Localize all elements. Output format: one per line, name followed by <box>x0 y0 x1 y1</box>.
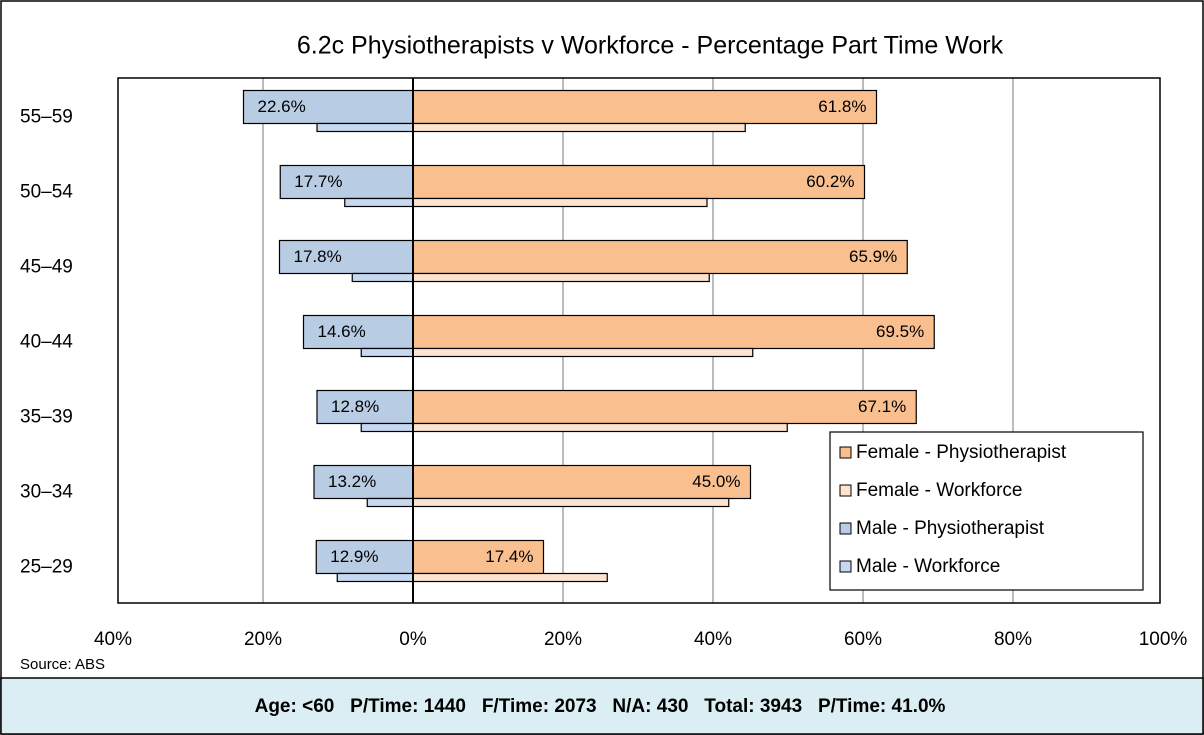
y-tick-label: 30–34 <box>20 482 73 503</box>
bar <box>316 122 414 133</box>
data-label: 17.4% <box>485 547 533 566</box>
x-tick-label: 100% <box>1139 629 1188 650</box>
data-label: 22.6% <box>258 97 306 116</box>
source: Source: ABS <box>20 656 105 673</box>
bar <box>412 572 608 583</box>
x-tick-label: 40% <box>94 629 132 650</box>
legend-label: Male - Workforce <box>856 556 1000 577</box>
footer-band <box>0 677 1204 735</box>
data-label: 17.7% <box>294 172 342 191</box>
bar <box>412 314 935 350</box>
bar <box>315 539 414 575</box>
bar <box>412 422 788 433</box>
legend-label: Male - Physiotherapist <box>856 518 1045 539</box>
legend-box <box>829 431 1144 591</box>
data-label: 17.8% <box>294 247 342 266</box>
x-tick-label: 20% <box>244 629 282 650</box>
data-label: 13.2% <box>328 472 376 491</box>
bar <box>412 122 746 133</box>
data-label: 61.8% <box>818 97 866 116</box>
bar <box>412 497 730 508</box>
data-label: 60.2% <box>806 172 854 191</box>
legend-swatch <box>839 560 852 573</box>
legend-label: Female - Physiotherapist <box>856 442 1067 463</box>
data-label: 45.0% <box>692 472 740 491</box>
bar <box>360 347 414 358</box>
footer-text: Age: <60 P/Time: 1440 F/Time: 2073 N/A: … <box>255 696 946 717</box>
bar <box>412 272 710 283</box>
bar <box>278 239 414 275</box>
data-label: 12.8% <box>331 397 379 416</box>
legend-swatch <box>839 522 852 535</box>
plot-border <box>117 77 1161 604</box>
bar <box>351 272 414 283</box>
x-tick-label: 60% <box>844 629 882 650</box>
y-tick-label: 40–44 <box>20 332 73 353</box>
y-tick-label: 55–59 <box>20 107 73 128</box>
data-label: 69.5% <box>876 322 924 341</box>
data-label: 65.9% <box>849 247 897 266</box>
x-tick-label: 20% <box>544 629 582 650</box>
y-tick-label: 35–39 <box>20 407 73 428</box>
bar <box>412 197 708 208</box>
bar <box>412 89 878 125</box>
legend-swatch <box>839 446 852 459</box>
y-tick-label: 45–49 <box>20 257 73 278</box>
data-label: 14.6% <box>318 322 366 341</box>
bar <box>412 164 866 200</box>
bar <box>412 239 908 275</box>
bar <box>366 497 414 508</box>
data-label: 67.1% <box>858 397 906 416</box>
legend-swatch <box>839 484 852 497</box>
bar <box>344 197 414 208</box>
bar <box>313 464 414 500</box>
bar <box>412 347 754 358</box>
x-tick-label: 40% <box>694 629 732 650</box>
legend-label: Female - Workforce <box>856 480 1022 501</box>
bar <box>336 572 414 583</box>
bar <box>316 389 414 425</box>
y-tick-label: 25–29 <box>20 557 73 578</box>
y-tick-label: 50–54 <box>20 182 73 203</box>
x-tick-label: 80% <box>994 629 1032 650</box>
chart-title: 6.2c Physiotherapists v Workforce - Perc… <box>297 32 1004 60</box>
bar <box>360 422 414 433</box>
data-label: 12.9% <box>330 547 378 566</box>
x-tick-label: 0% <box>399 629 427 650</box>
bar <box>412 389 917 425</box>
